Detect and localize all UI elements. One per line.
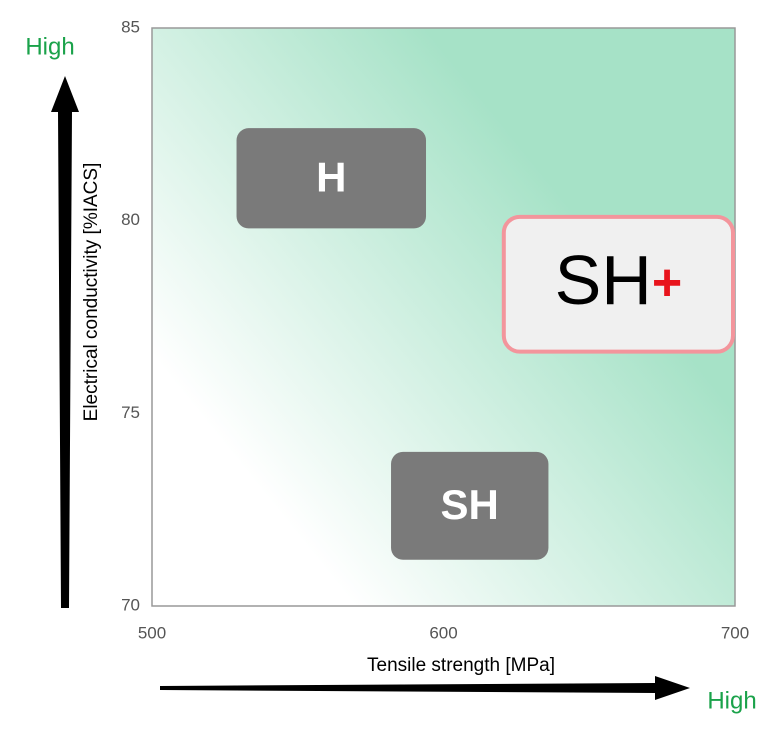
x-tick-label: 500: [138, 623, 166, 642]
region-box: [501, 214, 735, 354]
y-tick-label: 70: [121, 595, 140, 614]
y-tick-label: 75: [121, 403, 140, 422]
region-label: H: [316, 153, 346, 200]
y-arrow: [51, 76, 79, 608]
region-box: [236, 128, 427, 229]
region-suffix: +: [652, 254, 682, 312]
y-tick-label: 85: [121, 17, 140, 36]
x-tick-label: 600: [429, 623, 457, 642]
region-name: SH: [555, 242, 652, 320]
region-name: H: [316, 153, 346, 200]
y-axis-label: Electrical conductivity [%IACS]: [81, 163, 102, 422]
region-label: SH: [441, 481, 499, 528]
y-high: High: [25, 33, 74, 60]
region-name: SH: [441, 481, 499, 528]
x-axis-label: Tensile strength [MPa]: [367, 655, 555, 676]
region-box: [391, 451, 549, 560]
x-tick-label: 700: [721, 623, 749, 642]
y-tick-label: 80: [121, 210, 140, 229]
x-high: High: [707, 687, 756, 714]
x-arrow: [160, 676, 690, 700]
region-label: SH+: [555, 242, 683, 320]
